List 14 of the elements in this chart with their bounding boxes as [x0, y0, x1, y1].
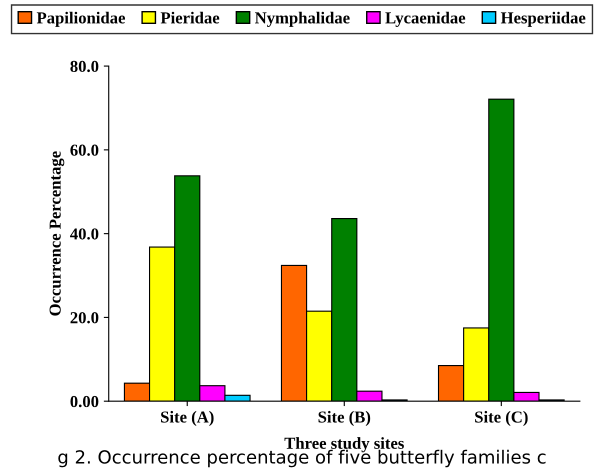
y-tick-label: 0.00: [70, 396, 98, 408]
x-tick-label: Site (A): [161, 410, 214, 426]
y-tick-label: 60.0: [70, 144, 98, 156]
y-tick-label: 80.0: [70, 60, 98, 72]
y-axis-title: Occurrence Percentage: [50, 151, 64, 316]
legend-label: Nymphalidae: [254, 12, 350, 27]
x-tick-label: Site (B): [318, 410, 370, 426]
legend-label: Lycaenidae: [385, 12, 466, 27]
legend-label: Papilionidae: [36, 12, 126, 27]
legend-label: Hesperiidae: [500, 12, 586, 27]
legend-label: Pieridae: [160, 12, 220, 24]
x-tick-label: Site (C): [475, 410, 528, 426]
y-tick-label: 20.0: [70, 312, 98, 324]
y-tick-label: 40.0: [70, 228, 98, 240]
